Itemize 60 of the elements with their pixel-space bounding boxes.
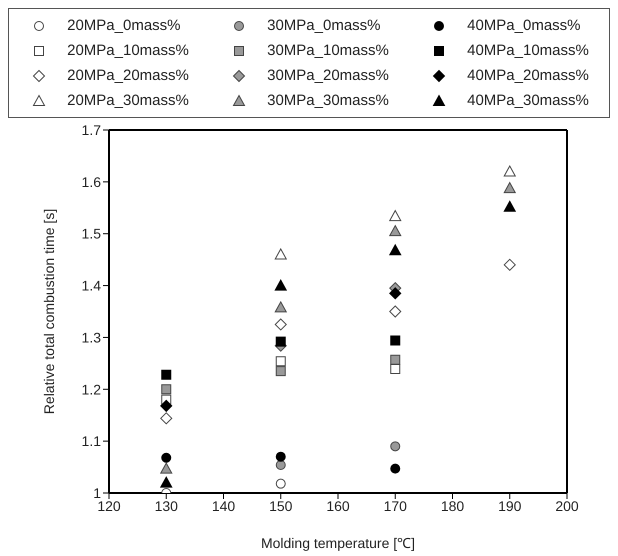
point: [390, 441, 400, 452]
point: [389, 210, 402, 222]
x-tick-label: 150: [269, 498, 293, 514]
x-tick-label: 170: [384, 498, 408, 514]
point: [504, 258, 516, 271]
point: [276, 452, 286, 462]
x-tick-label: 190: [498, 498, 522, 514]
legend-label: 30MPa_10mass%: [267, 42, 389, 59]
point: [276, 336, 286, 347]
point: [274, 248, 287, 260]
point: [390, 364, 400, 374]
point: [390, 464, 400, 474]
y-tick-label: 1.2: [82, 381, 102, 398]
point: [276, 356, 286, 366]
point: [276, 460, 286, 470]
point: [274, 318, 287, 330]
legend-label: 40MPa_0mass%: [467, 17, 581, 34]
x-tick-label: 200: [555, 498, 579, 514]
y-axis-title: Relative total combustion time [s]: [40, 208, 57, 414]
point: [389, 287, 402, 300]
x-tick-label: 180: [440, 498, 464, 514]
x-axis-title: Molding temperature [℃]: [260, 535, 416, 551]
y-tick-label: 1.3: [82, 329, 102, 346]
point: [389, 306, 402, 318]
point: [161, 384, 172, 394]
point: [274, 280, 287, 291]
y-tick-label: 1.4: [82, 278, 102, 294]
y-tick-label: 1.6: [82, 174, 102, 190]
point: [504, 165, 516, 176]
legend-label: 20MPa_0mass%: [67, 17, 181, 34]
point: [161, 370, 172, 380]
x-tick-label: 160: [326, 498, 350, 514]
x-tick-label: 140: [212, 498, 236, 514]
point: [276, 366, 286, 376]
point: [276, 478, 286, 489]
legend-label: 30MPa_0mass%: [267, 17, 381, 34]
y-tick-label: 1.7: [82, 122, 102, 138]
point: [160, 400, 172, 412]
point: [504, 182, 516, 194]
legend-label: 40MPa_30mass%: [467, 92, 589, 109]
y-tick-label: 1.1: [82, 433, 102, 450]
point: [390, 354, 400, 365]
legend-label: 30MPa_20mass%: [267, 67, 389, 84]
legend-label: 40MPa_10mass%: [467, 42, 589, 59]
x-tick-label: 130: [154, 498, 178, 514]
legend-label: 40MPa_20mass%: [467, 67, 589, 84]
point: [389, 244, 402, 256]
legend-label: 30MPa_30mass%: [267, 92, 389, 109]
point: [161, 452, 172, 463]
y-tick-label: 1.5: [82, 226, 102, 242]
point: [160, 476, 172, 488]
point: [160, 412, 172, 424]
legend-label: 20MPa_20mass%: [67, 67, 189, 84]
legend-label: 20MPa_30mass%: [67, 92, 189, 109]
legend-label: 20MPa_10mass%: [67, 42, 189, 59]
point: [274, 301, 287, 312]
point: [504, 200, 516, 212]
point: [390, 336, 400, 346]
point: [389, 225, 402, 236]
point: [160, 462, 172, 474]
